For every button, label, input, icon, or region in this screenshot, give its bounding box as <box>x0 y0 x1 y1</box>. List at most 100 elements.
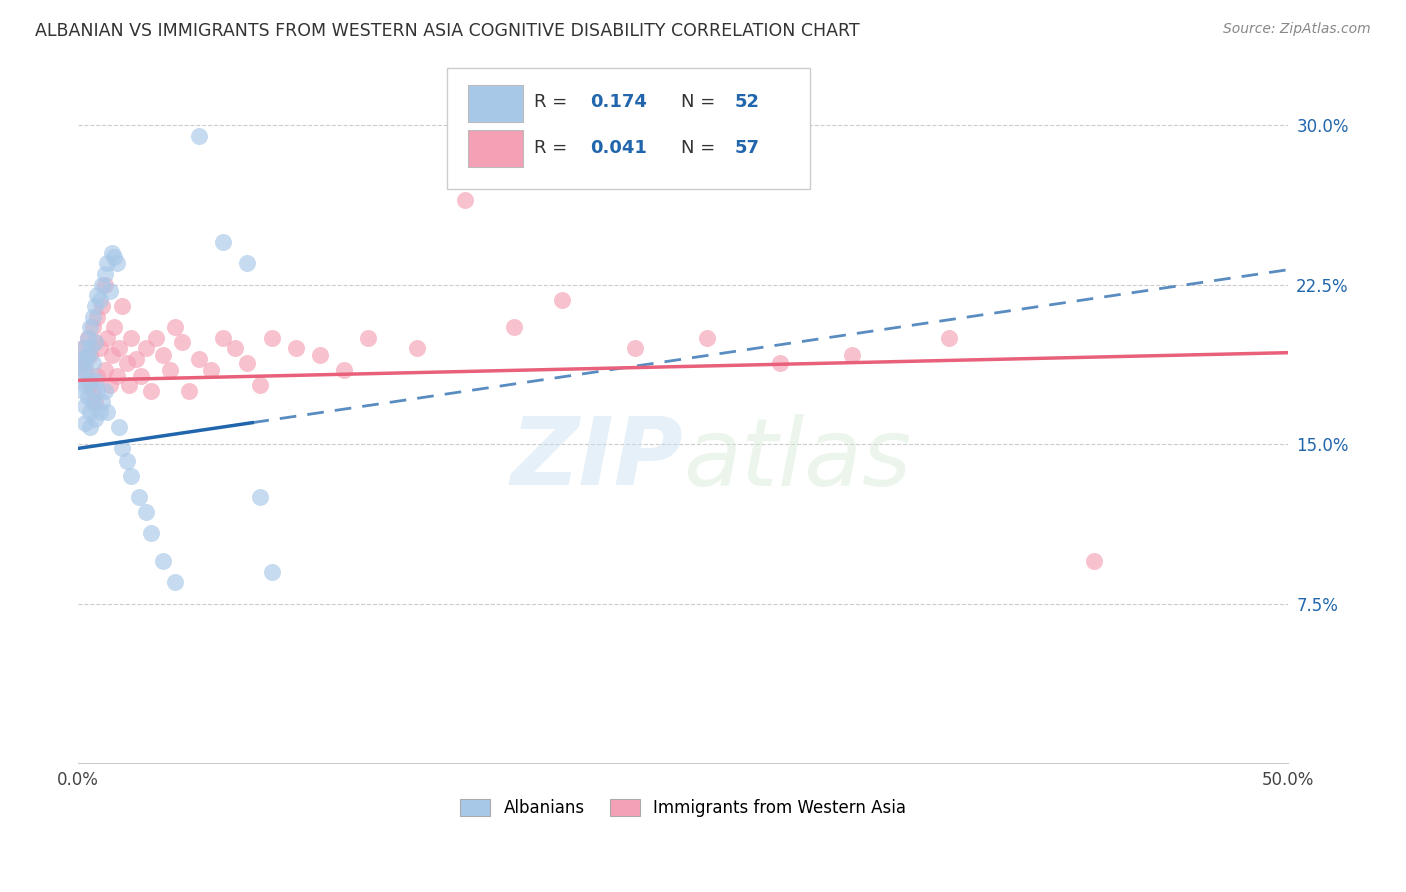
Point <box>72 384 94 398</box>
Text: Source: ZipAtlas.com: Source: ZipAtlas.com <box>1223 22 1371 37</box>
Text: R =: R = <box>534 93 574 111</box>
Point <box>86 288 108 302</box>
Point <box>79 348 101 362</box>
Point <box>91 394 114 409</box>
Point <box>145 331 167 345</box>
Point <box>118 377 141 392</box>
Point <box>84 299 107 313</box>
Point <box>76 348 98 362</box>
Point <box>179 384 201 398</box>
Point <box>200 362 222 376</box>
Point <box>79 377 101 392</box>
Point <box>93 277 115 292</box>
Point <box>115 454 138 468</box>
Point <box>79 342 101 356</box>
Point <box>139 526 162 541</box>
Point <box>69 352 91 367</box>
Point <box>75 399 97 413</box>
Point <box>623 342 645 356</box>
Point <box>108 342 131 356</box>
Point <box>135 505 157 519</box>
Point <box>79 320 101 334</box>
Point <box>224 342 246 356</box>
Point <box>105 256 128 270</box>
Point <box>139 384 162 398</box>
Point <box>98 284 121 298</box>
Point <box>111 442 134 456</box>
Point <box>111 299 134 313</box>
Point <box>103 250 125 264</box>
Point <box>72 362 94 376</box>
Point <box>82 394 104 409</box>
Point <box>357 331 380 345</box>
Point <box>84 373 107 387</box>
Text: 52: 52 <box>735 93 761 111</box>
Point <box>89 293 111 307</box>
Point <box>236 256 259 270</box>
Point <box>309 348 332 362</box>
Point <box>454 193 477 207</box>
Point <box>260 331 283 345</box>
Point <box>249 377 271 392</box>
Point <box>696 331 718 345</box>
Point <box>79 405 101 419</box>
Point <box>260 565 283 579</box>
Point <box>89 405 111 419</box>
Point <box>84 334 107 349</box>
Point <box>1083 554 1105 568</box>
Point <box>212 235 235 249</box>
Text: ALBANIAN VS IMMIGRANTS FROM WESTERN ASIA COGNITIVE DISABILITY CORRELATION CHART: ALBANIAN VS IMMIGRANTS FROM WESTERN ASIA… <box>35 22 860 40</box>
Point <box>75 416 97 430</box>
Point <box>76 390 98 404</box>
Point <box>105 369 128 384</box>
Point <box>96 405 118 419</box>
Point <box>103 320 125 334</box>
Point <box>236 356 259 370</box>
Point <box>284 342 307 356</box>
Point <box>159 362 181 376</box>
Point <box>82 310 104 324</box>
Point <box>172 334 194 349</box>
Point <box>98 377 121 392</box>
Point <box>75 377 97 392</box>
Point <box>841 348 863 362</box>
Point <box>96 331 118 345</box>
Text: ZIP: ZIP <box>510 413 683 505</box>
Point <box>69 356 91 370</box>
Point <box>188 352 211 367</box>
Point <box>502 320 524 334</box>
Point <box>101 245 124 260</box>
Point <box>91 299 114 313</box>
Point <box>69 369 91 384</box>
Point <box>76 331 98 345</box>
FancyBboxPatch shape <box>468 85 523 122</box>
Point <box>72 342 94 356</box>
Point <box>91 277 114 292</box>
Point <box>249 491 271 505</box>
Text: 57: 57 <box>735 139 761 157</box>
Text: R =: R = <box>534 139 574 157</box>
Text: atlas: atlas <box>683 414 911 505</box>
Point <box>84 394 107 409</box>
Point <box>93 384 115 398</box>
Point <box>551 293 574 307</box>
Point <box>938 331 960 345</box>
Point <box>82 356 104 370</box>
Point <box>129 369 152 384</box>
Point <box>93 362 115 376</box>
Point <box>72 342 94 356</box>
Text: 0.041: 0.041 <box>591 139 647 157</box>
Point <box>82 384 104 398</box>
Point <box>769 356 792 370</box>
Point <box>125 352 148 367</box>
Point <box>333 362 356 376</box>
Point <box>128 491 150 505</box>
Point <box>75 356 97 370</box>
Point <box>79 373 101 387</box>
Legend: Albanians, Immigrants from Western Asia: Albanians, Immigrants from Western Asia <box>453 792 912 824</box>
Point <box>152 554 174 568</box>
Text: N =: N = <box>681 139 720 157</box>
Point <box>152 348 174 362</box>
Point <box>405 342 427 356</box>
FancyBboxPatch shape <box>447 69 810 189</box>
